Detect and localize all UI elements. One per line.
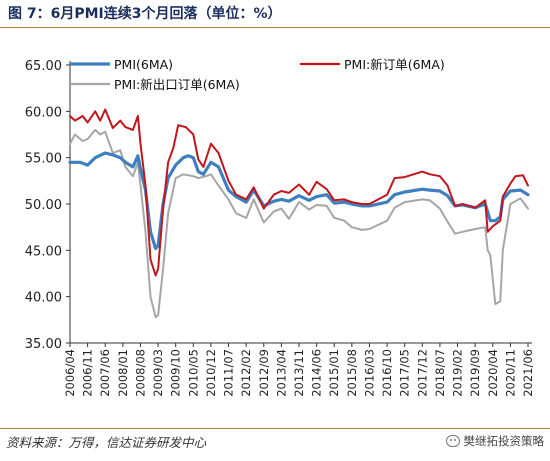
- series-line-export_orders: [69, 128, 529, 319]
- x-tick-label: 2015/01: [327, 349, 341, 397]
- x-tick-label: 2017/05: [398, 349, 412, 397]
- x-tick-label: 2015/08: [345, 349, 359, 397]
- source-note: 资料来源：万得，信达证券研发中心: [6, 435, 207, 450]
- x-tick-label: 2008/01: [116, 349, 130, 397]
- x-tick-label: 2012/02: [239, 349, 253, 397]
- y-tick-label: 55.00: [25, 152, 62, 167]
- y-tick-label: 60.00: [25, 105, 62, 120]
- title-divider: [0, 27, 550, 28]
- y-tick-label: 45.00: [25, 244, 62, 259]
- chart-title: 图 7：6月PMI连续3个月回落（单位：%）: [8, 6, 282, 22]
- legend-label-pmi: PMI(6MA): [114, 57, 173, 72]
- x-tick-label: 2019/09: [468, 349, 482, 397]
- x-tick-label: 2009/03: [151, 349, 165, 397]
- x-tick-label: 2007/06: [98, 349, 112, 397]
- x-tick-label: 2008/08: [133, 349, 147, 397]
- watermark: 樊继拓投资策略: [445, 433, 545, 449]
- line-chart: 35.00 40.00 45.00 50.00 55.00 60.00 65.00 2006/…: [25, 57, 535, 397]
- x-tick-label: 2010/12: [204, 349, 218, 397]
- x-tick-label: 2021/06: [521, 349, 535, 397]
- x-tick-label: 2011/07: [222, 349, 236, 397]
- wechat-icon: [445, 435, 460, 447]
- x-tick-label: 2006/04: [63, 349, 77, 397]
- x-tick-label: 2020/11: [503, 349, 517, 397]
- x-tick-label: 2012/09: [257, 349, 271, 397]
- x-tick-label: 2009/10: [169, 349, 183, 397]
- series-line-pmi: [68, 151, 530, 251]
- x-tick-label: 2013/11: [292, 349, 306, 397]
- legend-label-export_orders: PMI:新出口订单(6MA): [114, 77, 240, 92]
- x-tick-label: 2020/04: [486, 349, 500, 397]
- x-tick-label: 2010/05: [186, 349, 200, 397]
- x-tick-label: 2016/10: [380, 349, 394, 397]
- y-tick-label: 35.00: [25, 337, 62, 352]
- y-tick-label: 50.00: [25, 198, 62, 213]
- y-tick-label: 40.00: [25, 291, 62, 306]
- x-tick-label: 2017/12: [415, 349, 429, 397]
- x-tick-label: 2016/03: [362, 349, 376, 397]
- source-divider: [0, 428, 550, 429]
- x-tick-label: 2006/11: [81, 349, 95, 397]
- y-tick-label: 65.00: [25, 59, 62, 74]
- series-line-new_orders: [69, 108, 529, 277]
- watermark-label: 樊继拓投资策略: [463, 434, 545, 448]
- x-tick-label: 2013/04: [274, 349, 288, 397]
- x-tick-label: 2018/07: [433, 349, 447, 397]
- x-tick-label: 2019/02: [451, 349, 465, 397]
- legend-label-new_orders: PMI:新订单(6MA): [344, 57, 445, 72]
- x-tick-label: 2014/06: [310, 349, 324, 397]
